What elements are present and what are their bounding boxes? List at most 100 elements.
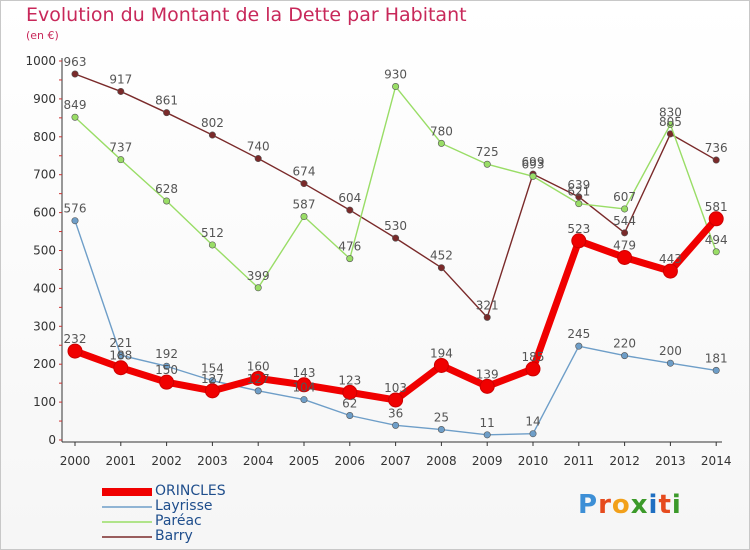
x-tick-label: 2011	[564, 454, 595, 468]
data-label-layrisse: 154	[201, 362, 224, 376]
data-point-orincles	[296, 377, 312, 393]
data-label-paréac: 621	[567, 185, 590, 199]
data-label-barry: 861	[155, 94, 178, 108]
data-label-barry: 917	[109, 72, 132, 86]
data-label-barry: 736	[705, 141, 728, 155]
data-point-orincles	[662, 263, 678, 279]
data-label-orincles: 523	[567, 222, 590, 236]
data-label-paréac: 512	[201, 226, 224, 240]
data-point-layrisse	[300, 396, 308, 404]
data-label-layrisse: 576	[64, 202, 87, 216]
data-point-barry	[117, 87, 125, 95]
logo-letter: P	[578, 490, 599, 520]
data-label-layrisse: 200	[659, 344, 682, 358]
data-label-barry: 963	[64, 55, 87, 69]
legend-label: ORINCLES	[155, 483, 226, 499]
data-point-barry	[575, 193, 583, 201]
logo-letter: x	[630, 490, 649, 520]
data-point-layrisse	[712, 366, 720, 374]
data-label-paréac: 780	[430, 124, 453, 138]
data-label-orincles: 232	[64, 332, 87, 346]
data-point-layrisse	[346, 412, 354, 420]
data-point-layrisse	[117, 351, 125, 359]
data-label-orincles: 123	[338, 373, 361, 387]
data-label-layrisse: 127	[247, 372, 270, 386]
data-point-orincles	[388, 392, 404, 408]
chart-unit-label: (en €)	[26, 29, 59, 42]
x-tick-label: 2004	[243, 454, 274, 468]
data-label-barry: 604	[338, 191, 361, 205]
data-point-barry	[163, 109, 171, 117]
data-point-paréac	[300, 213, 308, 221]
y-tick-label: 500	[33, 244, 56, 258]
data-label-barry: 452	[430, 249, 453, 263]
y-tick-label: 900	[33, 92, 56, 106]
data-point-barry	[254, 155, 262, 163]
y-tick-label: 300	[33, 319, 56, 333]
data-label-layrisse: 14	[525, 415, 540, 429]
data-point-paréac	[71, 113, 79, 121]
data-point-barry	[483, 313, 491, 321]
data-label-layrisse: 220	[613, 337, 636, 351]
data-label-orincles: 127	[201, 372, 224, 386]
data-point-orincles	[250, 370, 266, 386]
data-label-barry: 699	[522, 155, 545, 169]
data-label-layrisse: 181	[705, 351, 728, 365]
data-point-layrisse	[163, 362, 171, 370]
data-point-orincles	[67, 343, 83, 359]
data-label-paréac: 693	[522, 157, 545, 171]
x-tick-label: 2007	[380, 454, 411, 468]
data-label-paréac: 849	[64, 98, 87, 112]
data-point-layrisse	[621, 352, 629, 360]
proxiti-logo: Proxiti	[578, 490, 682, 520]
data-point-orincles	[525, 361, 541, 377]
data-point-barry	[437, 264, 445, 272]
x-tick-label: 2003	[197, 454, 228, 468]
data-point-layrisse	[666, 359, 674, 367]
logo-letter: t	[658, 490, 672, 520]
data-point-layrisse	[483, 431, 491, 439]
x-tick-label: 2005	[289, 454, 320, 468]
data-label-orincles: 581	[705, 200, 728, 214]
data-point-barry	[392, 234, 400, 242]
data-point-barry	[712, 156, 720, 164]
data-label-layrisse: 25	[434, 411, 449, 425]
y-tick-label: 800	[33, 130, 56, 144]
data-point-paréac	[437, 139, 445, 147]
data-label-layrisse: 192	[155, 347, 178, 361]
x-tick-label: 2001	[106, 454, 137, 468]
data-label-barry: 802	[201, 116, 224, 130]
x-tick-label: 2012	[609, 454, 640, 468]
data-point-barry	[300, 180, 308, 188]
data-label-layrisse: 221	[109, 336, 132, 350]
y-tick-label: 200	[33, 357, 56, 371]
logo-letter: i	[648, 490, 659, 520]
data-label-paréac: 930	[384, 68, 407, 82]
data-label-layrisse: 36	[388, 406, 403, 420]
data-point-paréac	[208, 241, 216, 249]
x-tick-label: 2002	[151, 454, 182, 468]
data-point-layrisse	[575, 342, 583, 350]
y-tick-label: 700	[33, 168, 56, 182]
data-label-barry: 321	[476, 298, 499, 312]
data-label-paréac: 587	[293, 198, 316, 212]
data-label-orincles: 160	[247, 359, 270, 373]
chart-title: Evolution du Montant de la Dette par Hab…	[26, 4, 467, 26]
data-point-paréac	[666, 120, 674, 128]
data-label-barry: 805	[659, 115, 682, 129]
data-point-paréac	[163, 197, 171, 205]
data-point-orincles	[342, 384, 358, 400]
data-label-barry: 740	[247, 140, 270, 154]
data-label-paréac: 628	[155, 182, 178, 196]
data-point-paréac	[529, 172, 537, 180]
data-label-orincles: 139	[476, 367, 499, 381]
data-point-layrisse	[392, 421, 400, 429]
data-label-orincles: 150	[155, 363, 178, 377]
data-point-barry	[208, 131, 216, 139]
data-point-layrisse	[254, 387, 262, 395]
y-tick-label: 600	[33, 206, 56, 220]
data-point-paréac	[254, 284, 262, 292]
x-tick-label: 2000	[60, 454, 91, 468]
